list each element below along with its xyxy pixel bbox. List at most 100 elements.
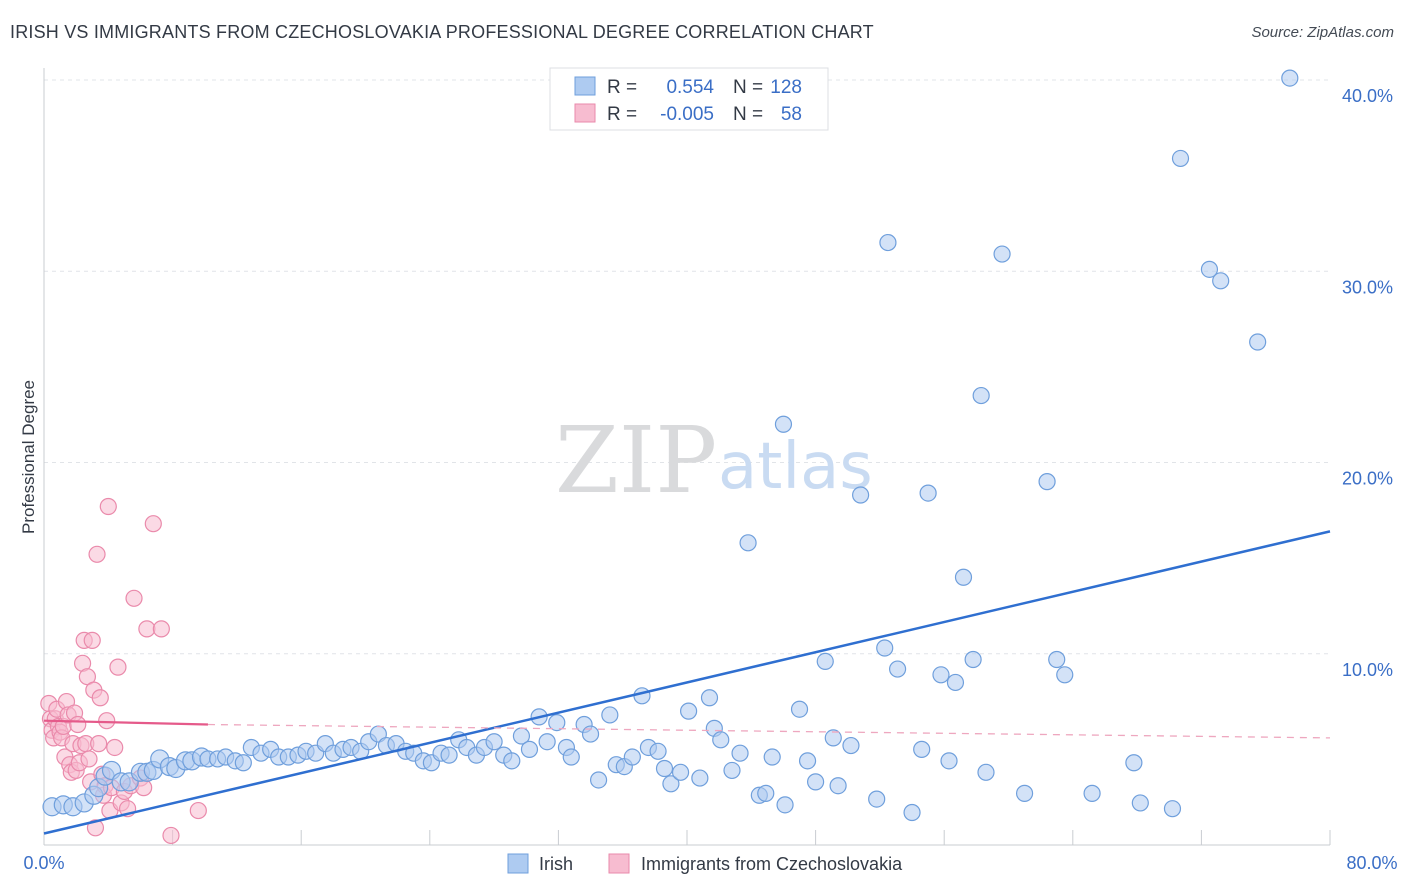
czech-n-label: N = xyxy=(733,104,763,125)
irish-point xyxy=(680,702,698,720)
czech-point xyxy=(88,545,106,563)
irish-point xyxy=(633,687,651,705)
irish-point xyxy=(1171,149,1190,168)
irish-point xyxy=(503,752,521,770)
irish-point xyxy=(972,386,990,405)
stats-legend: R = 0.554 N = 128 R = -0.005 N = 58 xyxy=(549,67,829,131)
irish-point xyxy=(520,740,539,758)
irish-trend-line xyxy=(43,530,1331,835)
irish-point xyxy=(1048,650,1066,669)
gridlines xyxy=(44,79,1330,655)
irish-point xyxy=(623,748,641,766)
czech-point xyxy=(90,735,108,753)
irish-point xyxy=(548,713,566,732)
chart-title: IRISH VS IMMIGRANTS FROM CZECHOSLOVAKIA … xyxy=(10,22,874,42)
irish-point xyxy=(538,733,556,751)
czech-point xyxy=(80,750,98,768)
czech-point xyxy=(91,689,109,707)
irish-point xyxy=(1131,794,1149,812)
x-axis-ticks xyxy=(172,830,1331,845)
irish-point xyxy=(1212,272,1230,290)
czech-point xyxy=(83,631,101,649)
czech-point xyxy=(86,819,105,837)
czech-point xyxy=(152,620,170,638)
czech-point xyxy=(99,497,117,516)
irish-r-label: R = xyxy=(607,77,637,98)
irish-point xyxy=(691,769,709,787)
irish-point xyxy=(946,673,965,692)
czech-n-value: 58 xyxy=(781,104,802,125)
x-tick-label-min: 0.0% xyxy=(23,853,64,873)
czech-point xyxy=(106,738,124,757)
irish-point xyxy=(876,639,894,657)
irish-point xyxy=(723,761,741,780)
irish-point xyxy=(1083,784,1101,802)
irish-point xyxy=(1249,333,1267,351)
czech-point xyxy=(69,715,87,734)
czech-series-points xyxy=(40,497,207,845)
y-tick-label: 40.0% xyxy=(1342,86,1393,106)
irish-point xyxy=(842,736,860,755)
irish-point xyxy=(712,731,730,749)
watermark-atlas: atlas xyxy=(718,430,873,504)
y-tick-labels: 10.0% 20.0% 30.0% 40.0% xyxy=(1342,86,1393,680)
irish-point xyxy=(601,706,619,724)
irish-point xyxy=(739,534,757,552)
irish-point xyxy=(1281,69,1299,87)
czech-point xyxy=(109,658,127,676)
irish-point xyxy=(888,660,907,678)
stats-legend-frame xyxy=(549,67,829,131)
irish-point xyxy=(1056,666,1074,684)
irish-point xyxy=(440,746,458,764)
czech-point xyxy=(189,801,207,820)
irish-point xyxy=(655,759,674,778)
czech-legend-swatch xyxy=(574,103,596,123)
y-tick-label: 30.0% xyxy=(1342,277,1393,297)
irish-point xyxy=(562,748,580,766)
legend-swatch-czech xyxy=(608,853,630,874)
irish-legend-swatch xyxy=(574,76,596,96)
czech-r-value: -0.005 xyxy=(660,104,714,125)
irish-point xyxy=(649,742,667,760)
irish-point xyxy=(790,700,809,718)
czech-point xyxy=(144,515,162,533)
irish-point xyxy=(700,689,719,707)
irish-point xyxy=(954,568,973,586)
irish-point xyxy=(964,650,982,669)
watermark-zip: ZIP xyxy=(555,407,717,514)
x-tick-label-max: 80.0% xyxy=(1346,853,1397,873)
irish-point xyxy=(852,486,870,504)
irish-point xyxy=(757,784,775,802)
legend-label-irish: Irish xyxy=(539,854,573,874)
irish-n-value: 128 xyxy=(770,77,802,98)
irish-point xyxy=(1200,260,1219,278)
series-legend: Irish Immigrants from Czechoslovakia xyxy=(507,853,903,874)
irish-point xyxy=(776,796,794,814)
irish-point xyxy=(1038,473,1056,491)
czech-point xyxy=(138,620,156,638)
irish-point xyxy=(1125,754,1143,772)
irish-series-points xyxy=(42,69,1299,822)
irish-point xyxy=(774,415,793,433)
czech-point xyxy=(162,826,180,845)
irish-point xyxy=(829,777,847,795)
irish-point xyxy=(977,763,995,781)
irish-point xyxy=(662,775,680,793)
czech-point xyxy=(98,712,116,730)
czech-trend-line-solid xyxy=(43,719,208,726)
irish-point xyxy=(581,725,600,743)
trend-lines xyxy=(43,530,1331,835)
irish-point xyxy=(1163,800,1182,818)
irish-point xyxy=(763,748,781,766)
irish-point xyxy=(940,752,958,770)
irish-point xyxy=(919,484,937,502)
irish-n-label: N = xyxy=(733,77,763,98)
y-axis-title: Professional Degree xyxy=(19,380,38,534)
czech-point xyxy=(125,589,143,607)
irish-point xyxy=(993,245,1011,263)
chart-source: Source: ZipAtlas.com xyxy=(1251,24,1394,41)
y-tick-label: 10.0% xyxy=(1342,660,1393,680)
irish-point xyxy=(913,740,931,758)
irish-point xyxy=(824,729,842,747)
